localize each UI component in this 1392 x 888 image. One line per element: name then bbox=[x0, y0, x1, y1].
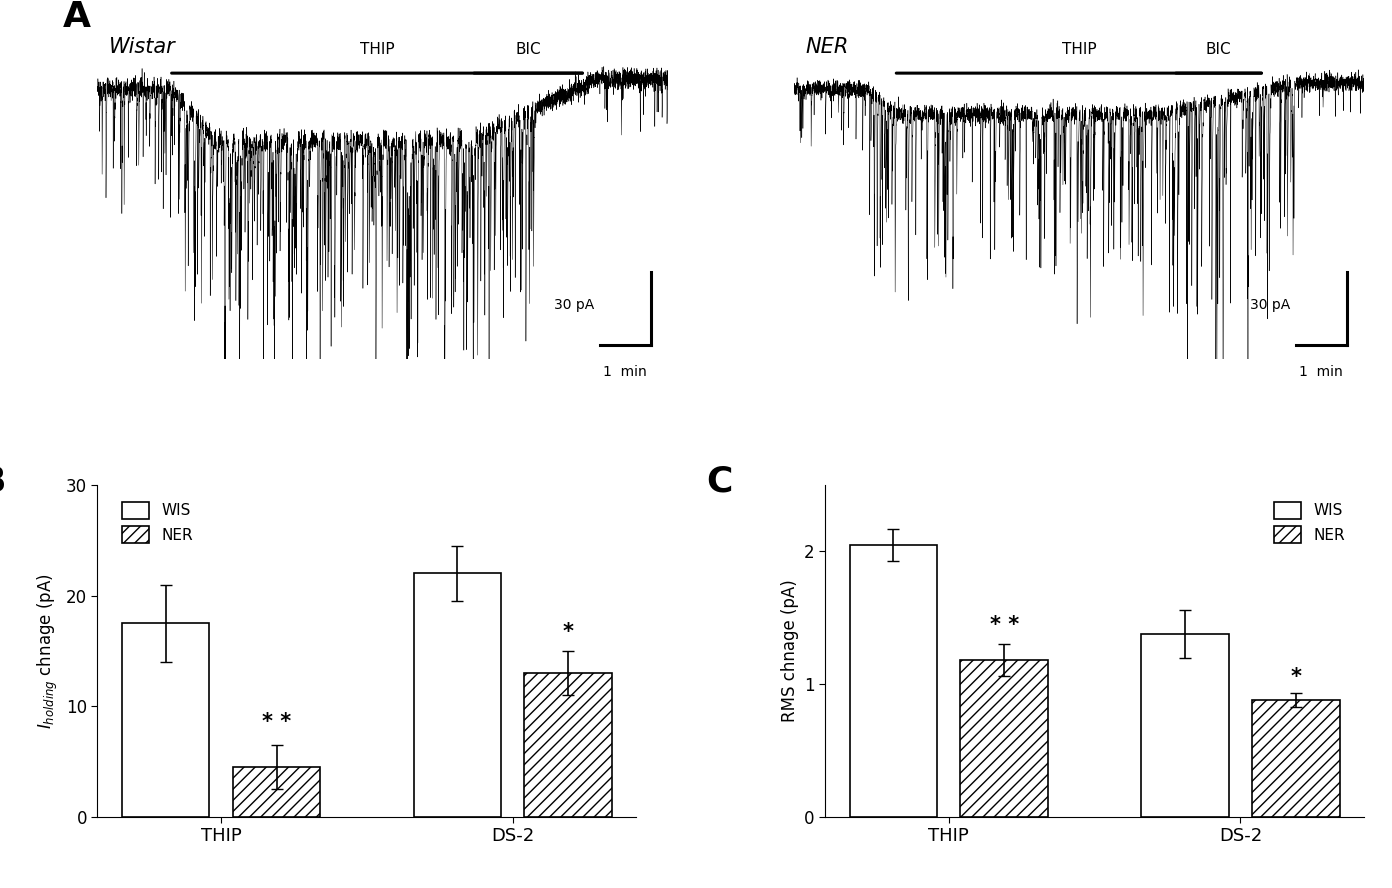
Text: *: * bbox=[562, 622, 574, 642]
Text: * *: * * bbox=[262, 711, 291, 732]
Bar bbox=[525, 673, 612, 817]
Text: BIC: BIC bbox=[1205, 42, 1232, 57]
Bar bbox=[232, 767, 320, 817]
Bar bbox=[413, 574, 501, 817]
Bar bbox=[849, 544, 937, 817]
Text: Wistar: Wistar bbox=[109, 36, 175, 57]
Y-axis label: $I_{holding}$ chnage (pA): $I_{holding}$ chnage (pA) bbox=[36, 573, 60, 729]
Legend: WIS, NER: WIS, NER bbox=[116, 496, 199, 549]
Text: BIC: BIC bbox=[515, 42, 541, 57]
Bar bbox=[960, 660, 1048, 817]
Text: *: * bbox=[1290, 667, 1302, 686]
Text: THIP: THIP bbox=[359, 42, 394, 57]
Text: 1  min: 1 min bbox=[1300, 365, 1343, 379]
Text: B: B bbox=[0, 465, 7, 499]
Text: 30 pA: 30 pA bbox=[1250, 298, 1290, 313]
Text: C: C bbox=[707, 465, 734, 499]
Bar bbox=[122, 623, 209, 817]
Text: * *: * * bbox=[990, 615, 1019, 635]
Bar bbox=[1141, 634, 1229, 817]
Text: 30 pA: 30 pA bbox=[554, 298, 594, 313]
Text: 1  min: 1 min bbox=[603, 365, 647, 379]
Text: THIP: THIP bbox=[1062, 42, 1096, 57]
Legend: WIS, NER: WIS, NER bbox=[1268, 496, 1352, 549]
Bar bbox=[1253, 700, 1339, 817]
Text: A: A bbox=[63, 0, 92, 34]
Y-axis label: RMS chnage (pA): RMS chnage (pA) bbox=[781, 580, 799, 722]
Text: NER: NER bbox=[805, 36, 848, 57]
